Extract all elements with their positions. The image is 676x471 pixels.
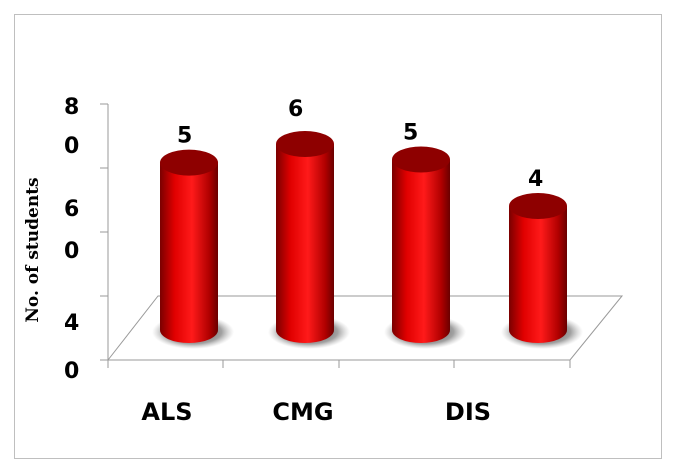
bar-top — [160, 150, 218, 176]
y-tick-label: 0 — [64, 134, 79, 159]
y-tick-label: 4 — [64, 311, 79, 336]
y-tick-label: 0 — [64, 239, 79, 264]
bar-top — [509, 193, 567, 219]
y-axis-label: No. of students — [23, 177, 43, 322]
bar-data-label: 5 — [403, 121, 418, 146]
bar-data-label: 4 — [528, 167, 543, 192]
x-tick-marks — [108, 360, 570, 368]
bar-data-label: 6 — [288, 97, 303, 122]
y-tick-label: 6 — [64, 197, 79, 222]
bar-data-label: 5 — [177, 124, 192, 149]
bar-cylinder — [160, 163, 218, 343]
x-category-label: CMG — [272, 398, 333, 426]
y-tick-label: 8 — [64, 95, 79, 120]
bar-cylinder — [392, 160, 450, 344]
bar-cylinder — [276, 144, 334, 343]
y-tick-label: 0 — [64, 359, 79, 384]
x-category-label: ALS — [141, 398, 192, 426]
y-tick-marks — [100, 104, 108, 360]
bar-top — [392, 147, 450, 173]
bar-cylinder — [509, 206, 567, 343]
bar-top — [276, 131, 334, 157]
x-category-label: DIS — [445, 398, 491, 426]
